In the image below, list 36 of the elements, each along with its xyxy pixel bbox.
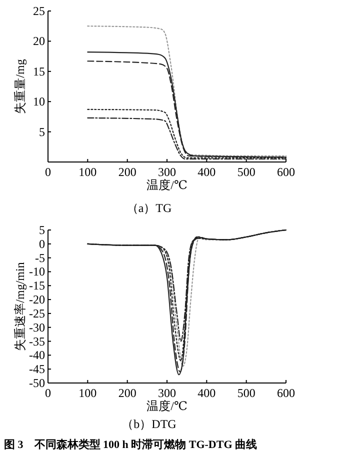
x-tick-label: 500 xyxy=(237,165,256,179)
y-tick-label: -50 xyxy=(29,376,45,390)
x-axis-title: 温度/℃ xyxy=(146,178,188,192)
x-tick-label: 300 xyxy=(158,386,176,400)
y-tick-label: -40 xyxy=(29,348,45,362)
x-tick-label: 100 xyxy=(78,386,97,400)
y-tick-label: 5 xyxy=(39,124,45,139)
y-tick-label: 25 xyxy=(33,4,45,18)
y-tick-label: 0 xyxy=(39,236,45,251)
y-tick-label: -15 xyxy=(29,278,45,293)
text: （a）TG xyxy=(126,201,172,215)
y-tick-label: -10 xyxy=(29,264,45,279)
x-tick-label: 200 xyxy=(118,165,136,179)
y-tick-label: -20 xyxy=(29,292,45,307)
caption: 图 3 不同森林类型 100 h 时滞可燃物 TG-DTG 曲线 xyxy=(4,438,258,451)
y-tick-label: 5 xyxy=(39,223,45,237)
x-tick-label: 200 xyxy=(118,386,136,400)
y-axis-title: 失重速率/mg/min xyxy=(13,262,27,351)
y-tick-label: -25 xyxy=(29,306,45,320)
y-tick-label: -30 xyxy=(29,320,45,334)
x-tick-label: 400 xyxy=(198,165,216,179)
y-tick-label: -45 xyxy=(29,362,45,376)
y-tick-label: 15 xyxy=(33,64,45,78)
x-tick-label: 100 xyxy=(78,165,97,179)
x-tick-label: 600 xyxy=(277,165,295,179)
text: （b）DTG xyxy=(122,417,177,431)
x-tick-label: 400 xyxy=(198,386,216,400)
y-tick-label: -35 xyxy=(29,334,45,348)
x-axis-title: 温度/℃ xyxy=(146,399,188,413)
x-tick-label: 500 xyxy=(237,386,256,400)
y-axis-title: 失重量/mg xyxy=(13,59,27,114)
x-tick-label: 300 xyxy=(158,165,176,179)
y-tick-label: -5 xyxy=(35,250,45,265)
y-tick-label: 20 xyxy=(33,34,45,48)
y-tick-label: 10 xyxy=(33,94,45,109)
x-tick-label: 600 xyxy=(277,386,295,400)
